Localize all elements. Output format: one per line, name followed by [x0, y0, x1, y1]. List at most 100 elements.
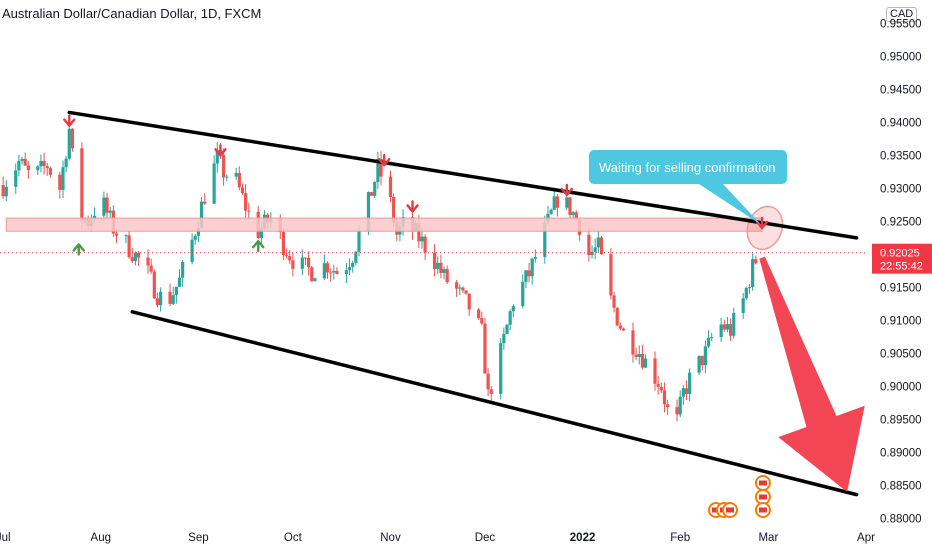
sell-marker-icon: [377, 154, 391, 167]
candle-body: [20, 158, 24, 161]
sell-marker-icon: [406, 200, 419, 213]
candle-body: [344, 270, 348, 274]
candle-body: [599, 237, 604, 255]
markers-layer: [63, 114, 769, 256]
candle-body: [436, 262, 440, 270]
candle-body: [225, 176, 229, 178]
candle-body: [284, 255, 289, 257]
sell-marker-icon: [755, 216, 769, 230]
candle-body: [423, 236, 427, 253]
candle-body: [543, 223, 547, 257]
candle-body: [36, 166, 40, 171]
axes-layer: 0.95500 0.95000 0.94500 0.94000 0.93500 0.930…: [0, 18, 932, 544]
candle-body: [568, 197, 572, 215]
candle-body: [181, 261, 185, 278]
chart-title: Australian Dollar/Canadian Dollar, 1D, F…: [2, 6, 262, 21]
candle-body: [609, 254, 613, 296]
candle-body: [133, 252, 138, 262]
candle-body: [67, 128, 71, 159]
candle-body: [455, 282, 459, 289]
flag-icon: [758, 494, 767, 500]
candle-body: [527, 270, 531, 277]
x-tick-label: Apr: [857, 532, 875, 544]
candle-body: [684, 388, 689, 394]
candle-body: [615, 307, 619, 326]
resistance-zone: [5, 217, 763, 232]
candle-body: [593, 247, 597, 252]
candle-body: [751, 259, 755, 288]
candle-body: [80, 148, 84, 221]
countdown-text: 22:55:42: [880, 261, 923, 273]
y-tick-label: 0.89500: [880, 414, 922, 426]
candle-body: [325, 263, 330, 273]
candle-body: [688, 372, 692, 394]
candle-body: [39, 161, 43, 167]
candle-body: [17, 160, 21, 171]
y-tick-label: 0.95000: [880, 51, 922, 63]
candle-body: [467, 293, 471, 310]
candle-body: [728, 324, 733, 336]
candle-body: [565, 197, 569, 208]
candle-body: [288, 256, 292, 261]
event-icons-layer: [708, 475, 771, 518]
y-tick-label: 0.92500: [880, 216, 922, 228]
candle-body: [168, 291, 172, 304]
candle-body: [480, 318, 484, 324]
candle-body: [310, 267, 314, 282]
candle-body: [291, 260, 295, 269]
y-tick-label: 0.89000: [880, 447, 922, 459]
candle-body: [571, 212, 575, 215]
candle-body: [637, 353, 641, 357]
forecast-arrow-icon: [759, 256, 865, 492]
candle-body: [552, 196, 556, 210]
candle-body: [335, 270, 339, 274]
candle-body: [722, 324, 726, 330]
last-price-text: 0.92025: [880, 248, 920, 260]
candle-body: [155, 298, 160, 306]
candle-body: [461, 287, 465, 291]
candle-body: [322, 263, 326, 279]
x-tick-label: 2022: [570, 532, 596, 544]
candle-body: [666, 404, 670, 408]
candle-body: [634, 354, 638, 357]
candle-body: [533, 256, 537, 259]
sell-marker-icon: [214, 144, 227, 157]
candle-body: [203, 201, 207, 204]
sell-marker-icon: [63, 114, 76, 127]
y-tick-label: 0.90000: [880, 381, 922, 393]
y-tick-label: 0.94500: [880, 84, 922, 96]
candle-body: [678, 396, 682, 415]
buy-marker-icon: [72, 243, 85, 256]
channel-upper-line: [67, 110, 859, 240]
candle-body: [105, 197, 109, 213]
candle-body: [136, 252, 141, 258]
candle-body: [653, 358, 657, 384]
sell-marker-icon: [560, 183, 574, 197]
candle-body: [313, 278, 317, 282]
candle-body: [196, 228, 200, 236]
flag-icon: [758, 507, 767, 513]
candle-body: [511, 306, 515, 312]
candle-body: [259, 227, 263, 238]
candle-body: [61, 167, 65, 190]
candle-body: [307, 257, 311, 268]
currency-badge[interactable]: CAD: [886, 7, 918, 22]
candle-body: [631, 330, 635, 355]
candle-body: [505, 324, 509, 334]
candle-body: [725, 324, 730, 330]
candle-body: [215, 150, 219, 164]
candle-body: [555, 196, 559, 208]
candle-body: [483, 323, 487, 374]
x-tick-label: Jul: [0, 532, 11, 544]
candle-body: [706, 337, 711, 347]
last-price-tag: [872, 243, 932, 274]
candle-body: [445, 269, 449, 283]
y-tick-label: 0.93500: [880, 150, 922, 162]
candle-body: [549, 209, 553, 214]
candle-body: [23, 158, 27, 166]
candle-body: [366, 192, 371, 232]
candle-body: [45, 166, 49, 169]
candle-body: [508, 311, 512, 325]
flag-icon: [758, 480, 767, 486]
